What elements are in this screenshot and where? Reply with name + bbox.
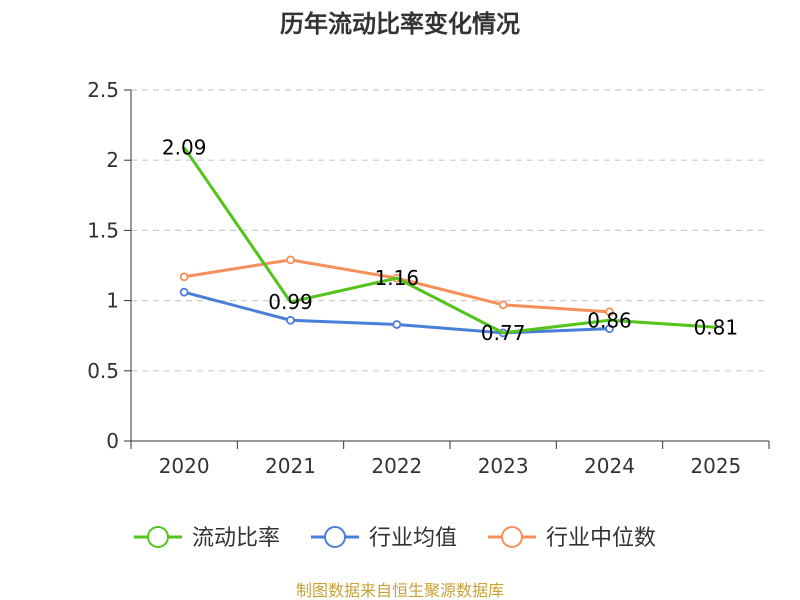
data-point [605,307,614,317]
data-point [286,255,295,265]
chart-title: 历年流动比率变化情况 [280,10,520,38]
data-point [179,287,189,297]
x-tick-label: 2021 [265,454,316,478]
x-tick-label: 2020 [159,454,210,478]
legend-marker [324,526,346,548]
data-point [286,315,295,325]
legend-label: 行业均值 [369,526,457,551]
legend-marker [501,526,523,548]
legend[interactable]: 流动比率 行业均值 行业中位数 [134,526,656,551]
y-tick-label: 0.5 [87,359,119,383]
data-point [605,324,614,334]
data-label: 0.77 [481,321,526,345]
x-tick-label: 2024 [584,454,635,478]
data-label: 0.81 [694,315,739,339]
legend-label: 流动比率 [192,526,280,551]
legend-item-2[interactable]: 行业中位数 [488,526,656,551]
y-tick-label: 1.5 [87,218,119,242]
data-label: 0.99 [268,290,313,314]
x-tick-label: 2025 [690,454,741,478]
source-note: 制图数据来自恒生聚源数据库 [296,581,504,600]
data-label: 0.86 [587,308,632,332]
axes: 0 0.5 1 1.5 2 2.5 2020 2021 2022 2023 2024 2025 [87,78,770,478]
data-label: 1.16 [375,266,420,290]
legend-item-1[interactable]: 行业均值 [311,526,457,551]
series-line-0 [182,146,716,335]
legend-marker [147,526,169,548]
grid-lines [131,89,769,372]
data-point [392,320,402,329]
data-label: 2.09 [162,136,207,160]
y-tick-label: 1 [106,289,119,313]
legend-item-0[interactable]: 流动比率 [134,526,280,551]
y-tick-label: 0 [106,429,119,453]
data-labels: 2.09 0.99 1.16 0.77 0.86 0.81 [162,136,738,345]
y-tick-label: 2 [106,148,119,172]
series-group [179,146,716,338]
y-tick-label: 2.5 [87,78,119,102]
data-point [179,272,189,282]
x-tick-label: 2023 [478,454,529,478]
x-tick-label: 2022 [371,454,422,478]
legend-label: 行业中位数 [546,526,656,551]
data-point [498,300,508,310]
